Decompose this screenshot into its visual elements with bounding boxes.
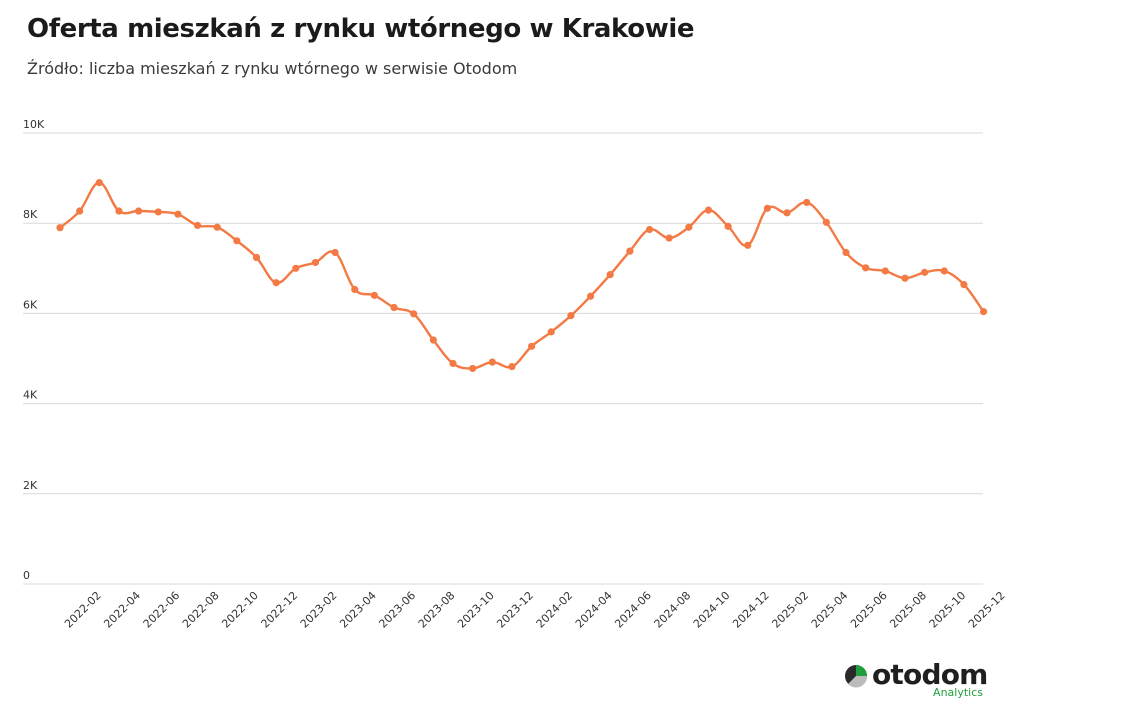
x-tick-label: 2024-02 bbox=[534, 589, 576, 631]
data-point-2022-05 bbox=[135, 207, 143, 215]
x-tick-label: 2024-06 bbox=[612, 589, 654, 631]
data-point-2024-12 bbox=[744, 241, 752, 249]
x-tick-label: 2022-08 bbox=[180, 589, 222, 631]
x-tick-label: 2023-04 bbox=[337, 589, 379, 631]
x-tick-label: 2025-06 bbox=[848, 589, 890, 631]
x-tick-label: 2023-08 bbox=[416, 589, 458, 631]
data-point-2024-04 bbox=[586, 292, 595, 300]
x-axis-ticks: 2022-022022-042022-062022-082022-102022-… bbox=[62, 589, 1008, 631]
line-chart: 0 2K 4K 6K 8K 10K 2022-022022-042022-062022-0… bbox=[23, 118, 1008, 631]
series-line bbox=[58, 181, 985, 370]
x-tick-label: 2025-08 bbox=[887, 589, 929, 631]
x-tick-label: 2022-12 bbox=[259, 589, 301, 631]
data-point-2023-03 bbox=[331, 248, 339, 257]
x-tick-label: 2025-12 bbox=[966, 589, 1008, 631]
data-point-2022-04 bbox=[115, 207, 123, 215]
data-point-2022-01 bbox=[56, 224, 64, 232]
data-point-2023-04 bbox=[351, 285, 359, 294]
data-point-2024-07 bbox=[645, 225, 654, 234]
y-tick-label: 6K bbox=[23, 298, 38, 311]
x-tick-label: 2025-04 bbox=[809, 589, 851, 631]
x-tick-label: 2025-10 bbox=[927, 589, 969, 631]
data-point-2025-10 bbox=[940, 267, 948, 275]
data-point-2023-02 bbox=[311, 258, 320, 267]
data-point-2025-12 bbox=[979, 307, 988, 316]
data-point-2024-10 bbox=[704, 206, 713, 214]
data-point-2024-05 bbox=[606, 271, 614, 279]
gridlines bbox=[23, 132, 983, 585]
x-tick-label: 2023-10 bbox=[455, 589, 497, 631]
data-point-2024-09 bbox=[685, 223, 693, 231]
x-tick-label: 2024-10 bbox=[691, 589, 733, 631]
data-point-2022-12 bbox=[272, 279, 280, 287]
logo-subtitle: Analytics bbox=[933, 686, 983, 699]
data-point-2023-01 bbox=[292, 264, 300, 272]
data-point-2025-07 bbox=[881, 267, 889, 275]
data-point-2025-06 bbox=[862, 264, 870, 272]
y-tick-label: 2K bbox=[23, 479, 38, 492]
data-point-2022-02 bbox=[76, 207, 84, 215]
logo-wordmark: otodom bbox=[872, 658, 988, 691]
data-point-2025-11 bbox=[960, 280, 968, 289]
data-point-2022-09 bbox=[213, 223, 221, 231]
x-tick-label: 2025-02 bbox=[769, 589, 811, 631]
data-point-2025-01 bbox=[763, 204, 772, 212]
data-points bbox=[56, 179, 988, 373]
x-tick-label: 2022-10 bbox=[219, 589, 261, 631]
data-point-2023-05 bbox=[370, 291, 378, 299]
y-tick-label: 10K bbox=[23, 118, 45, 131]
data-point-2022-11 bbox=[252, 253, 261, 262]
chart-subtitle: Źródło: liczba mieszkań z rynku wtórnego… bbox=[27, 59, 518, 78]
x-tick-label: 2024-12 bbox=[730, 589, 772, 631]
data-point-2023-08 bbox=[429, 336, 437, 344]
y-axis-ticks: 0 2K 4K 6K 8K 10K bbox=[23, 118, 45, 582]
data-point-2023-11 bbox=[488, 358, 496, 366]
data-point-2022-07 bbox=[174, 210, 182, 218]
data-point-2025-03 bbox=[803, 198, 811, 207]
data-point-2023-06 bbox=[390, 303, 398, 312]
data-point-2024-11 bbox=[724, 222, 732, 230]
x-tick-label: 2023-12 bbox=[494, 589, 536, 631]
data-point-2023-07 bbox=[410, 310, 418, 318]
y-tick-label: 0 bbox=[23, 569, 30, 582]
data-point-2025-08 bbox=[901, 274, 909, 282]
data-point-2024-03 bbox=[567, 312, 575, 320]
x-tick-label: 2024-04 bbox=[573, 589, 615, 631]
otodom-logo-icon bbox=[845, 665, 868, 688]
data-point-2024-02 bbox=[547, 328, 555, 336]
data-point-2023-10 bbox=[469, 364, 477, 373]
data-point-2024-01 bbox=[528, 342, 536, 350]
x-tick-label: 2023-02 bbox=[298, 589, 340, 631]
data-point-2023-09 bbox=[449, 359, 457, 368]
data-point-2022-03 bbox=[95, 179, 103, 187]
data-point-2025-09 bbox=[921, 268, 929, 276]
x-tick-label: 2022-02 bbox=[62, 589, 104, 631]
data-point-2023-12 bbox=[508, 363, 516, 371]
x-tick-label: 2022-04 bbox=[101, 589, 143, 631]
data-point-2022-08 bbox=[193, 221, 202, 230]
data-point-2022-06 bbox=[154, 208, 162, 216]
x-tick-label: 2022-06 bbox=[141, 589, 183, 631]
data-point-2022-10 bbox=[233, 237, 241, 245]
data-point-2024-08 bbox=[665, 234, 673, 242]
y-tick-label: 8K bbox=[23, 208, 38, 221]
data-point-2025-02 bbox=[783, 209, 791, 217]
y-tick-label: 4K bbox=[23, 389, 38, 402]
x-tick-label: 2023-06 bbox=[376, 589, 418, 631]
otodom-analytics-logo: otodom Analytics bbox=[842, 658, 988, 704]
data-point-2024-06 bbox=[626, 247, 634, 255]
data-point-2025-04 bbox=[822, 218, 830, 226]
x-tick-label: 2024-08 bbox=[652, 589, 694, 631]
chart-title: Oferta mieszkań z rynku wtórnego w Krako… bbox=[27, 14, 695, 44]
data-point-2025-05 bbox=[842, 248, 850, 257]
